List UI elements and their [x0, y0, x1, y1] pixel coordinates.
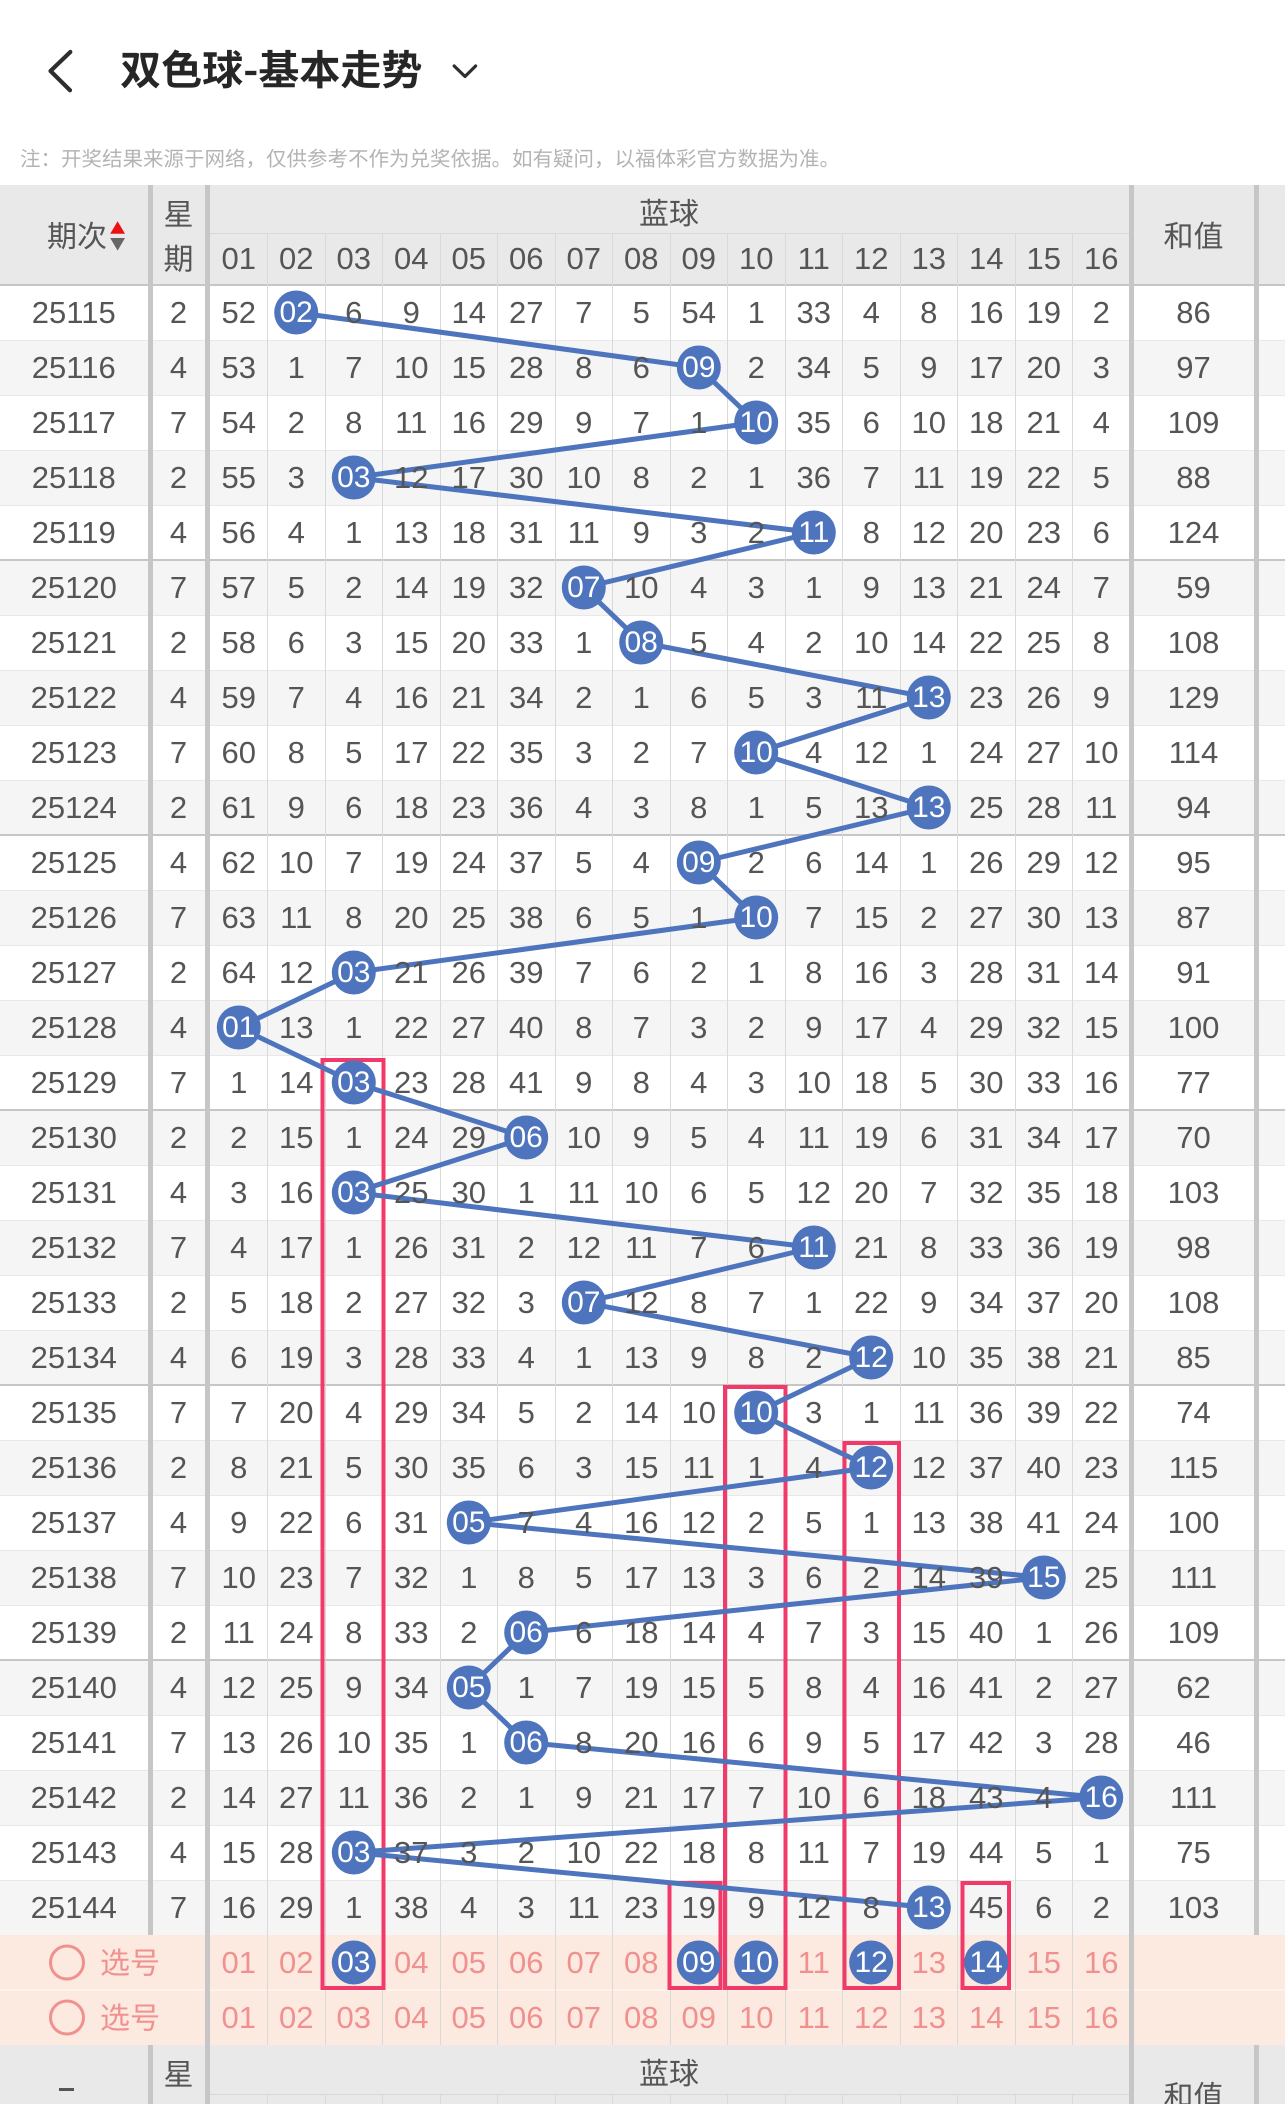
svg-text:02: 02 — [280, 296, 313, 329]
svg-text:10: 10 — [740, 901, 773, 934]
svg-text:06: 06 — [510, 1726, 543, 1759]
svg-text:11: 11 — [798, 1231, 829, 1264]
svg-text:10: 10 — [740, 1396, 773, 1429]
svg-text:12: 12 — [855, 1451, 888, 1484]
svg-text:05: 05 — [452, 1506, 485, 1539]
svg-text:05: 05 — [452, 1671, 485, 1704]
svg-text:14: 14 — [970, 1946, 1003, 1979]
svg-text:10: 10 — [740, 406, 773, 439]
svg-text:10: 10 — [740, 736, 773, 769]
svg-text:07: 07 — [567, 1286, 600, 1319]
svg-text:03: 03 — [337, 1836, 370, 1869]
svg-text:12: 12 — [855, 1946, 888, 1979]
svg-text:03: 03 — [337, 1176, 370, 1209]
svg-text:06: 06 — [510, 1616, 543, 1649]
svg-text:01: 01 — [222, 1011, 255, 1044]
svg-text:16: 16 — [1085, 1781, 1118, 1814]
svg-text:03: 03 — [337, 461, 370, 494]
svg-text:09: 09 — [682, 846, 715, 879]
svg-text:03: 03 — [337, 1946, 370, 1979]
svg-text:03: 03 — [337, 1066, 370, 1099]
svg-text:13: 13 — [912, 1891, 945, 1924]
svg-text:13: 13 — [912, 791, 945, 824]
svg-text:09: 09 — [682, 351, 715, 384]
svg-text:08: 08 — [625, 626, 658, 659]
svg-text:10: 10 — [740, 1946, 773, 1979]
svg-text:12: 12 — [855, 1341, 888, 1374]
svg-text:03: 03 — [337, 956, 370, 989]
svg-text:06: 06 — [510, 1121, 543, 1154]
svg-text:15: 15 — [1027, 1561, 1060, 1594]
svg-text:09: 09 — [682, 1946, 715, 1979]
svg-text:07: 07 — [567, 571, 600, 604]
svg-text:13: 13 — [912, 681, 945, 714]
svg-text:11: 11 — [798, 516, 829, 549]
